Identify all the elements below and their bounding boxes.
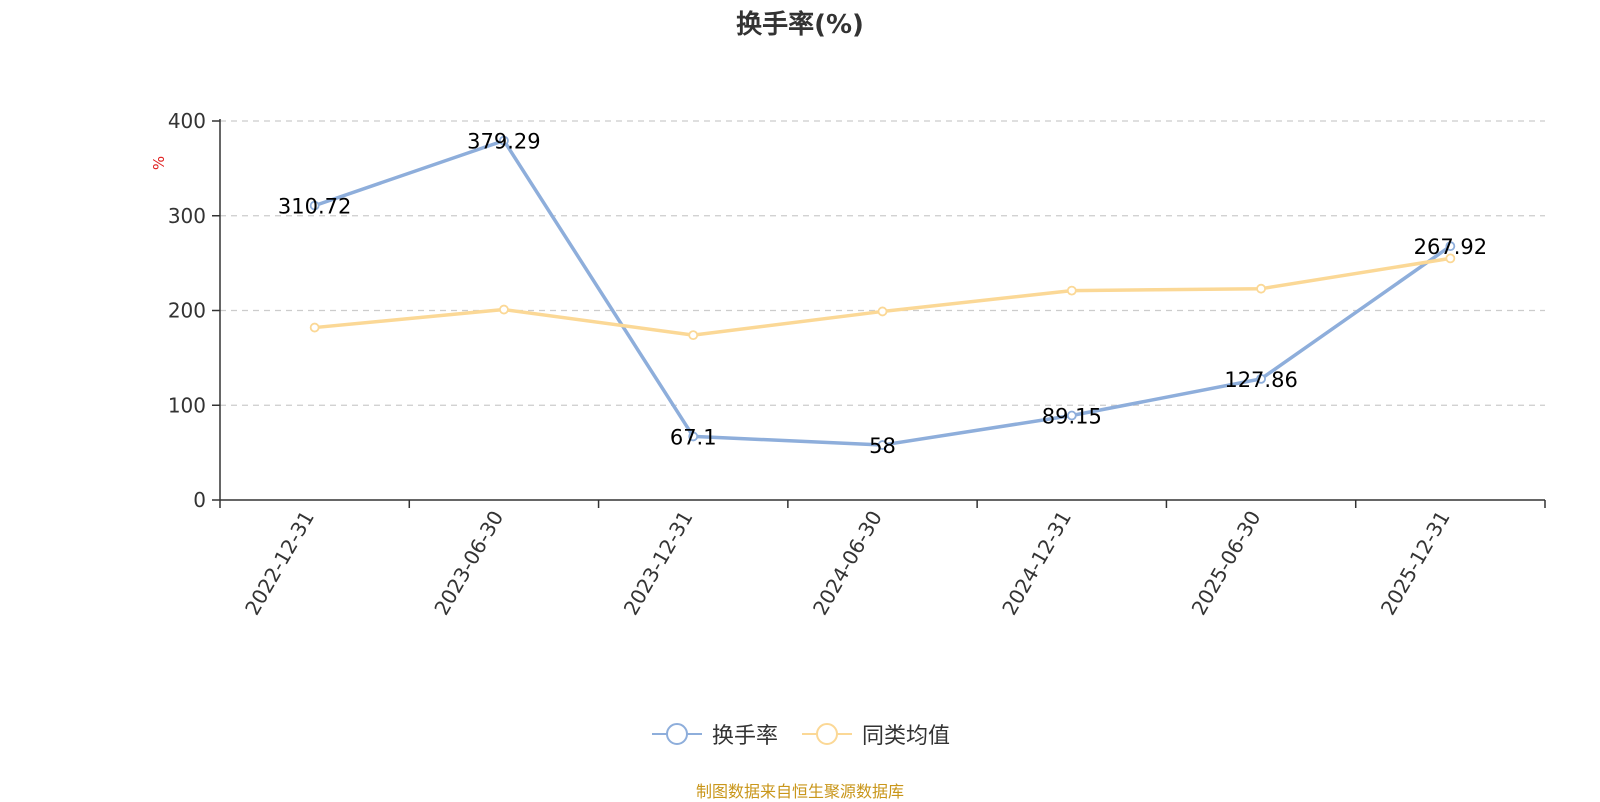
series-line-turnover bbox=[314, 138, 1452, 447]
data-label: 267.92 bbox=[1414, 235, 1487, 259]
axes: 0 100 200 300 400% 2022-12-31 2023-06-30 2023-1… bbox=[150, 109, 1546, 620]
data-label: 310.72 bbox=[278, 195, 351, 219]
y-tick-label: 0 bbox=[193, 488, 206, 512]
data-point bbox=[688, 431, 699, 442]
x-tick-label: 2024-06-30 bbox=[808, 507, 887, 620]
circle-line-icon bbox=[651, 723, 702, 745]
data-point bbox=[499, 304, 509, 315]
data-point bbox=[1066, 410, 1077, 421]
data-point bbox=[877, 440, 888, 450]
data-point bbox=[1256, 283, 1266, 294]
data-point bbox=[309, 200, 320, 211]
x-tick-label: 2025-12-31 bbox=[1376, 507, 1455, 620]
data-point bbox=[688, 330, 699, 341]
data-point bbox=[309, 322, 320, 333]
y-tick-label: 200 bbox=[168, 299, 206, 323]
data-label: 89.15 bbox=[1042, 405, 1102, 429]
grid-lines bbox=[220, 120, 1545, 406]
data-point bbox=[1445, 241, 1456, 252]
x-tick-label: 2024-12-31 bbox=[997, 507, 1076, 620]
data-point bbox=[499, 135, 509, 146]
series-lines bbox=[309, 135, 1456, 450]
legend-label-peer-average: 同类均值 bbox=[862, 724, 951, 749]
x-tick-label: 2023-06-30 bbox=[429, 507, 508, 620]
legend-label-turnover: 换手率 bbox=[711, 724, 778, 749]
legend-item-turnover[interactable]: 换手率 bbox=[650, 718, 778, 750]
source-note: 制图数据来自恒生聚源数据库 bbox=[695, 782, 904, 801]
chart-title: 换手率(%) bbox=[736, 10, 864, 40]
data-point bbox=[877, 306, 888, 317]
data-point bbox=[1066, 285, 1077, 296]
x-tick-label: 2025-06-30 bbox=[1186, 507, 1265, 620]
data-label: 58 bbox=[869, 434, 896, 458]
data-labels: 310.72 379.29 67.1 58 89.15 127.86 267.92 bbox=[278, 130, 1487, 458]
data-label: 67.1 bbox=[670, 425, 717, 449]
circle-line-icon bbox=[802, 723, 852, 745]
data-label: 127.86 bbox=[1224, 368, 1297, 392]
x-tick-label: 2023-12-31 bbox=[619, 507, 698, 620]
legend: 换手率 同类均值 bbox=[0, 718, 1600, 750]
legend-item-peer-average[interactable]: 同类均值 bbox=[800, 718, 950, 750]
y-tick-label: 100 bbox=[168, 393, 206, 417]
y-tick-label: 300 bbox=[168, 204, 206, 228]
series-line-peer-average bbox=[314, 256, 1451, 337]
data-point bbox=[1445, 253, 1456, 264]
y-axis-unit-label: % bbox=[150, 156, 168, 170]
data-label: 379.29 bbox=[467, 130, 540, 154]
y-tick-label: 400 bbox=[168, 109, 206, 133]
data-point bbox=[1256, 373, 1266, 384]
x-tick-label: 2022-12-31 bbox=[240, 507, 319, 620]
